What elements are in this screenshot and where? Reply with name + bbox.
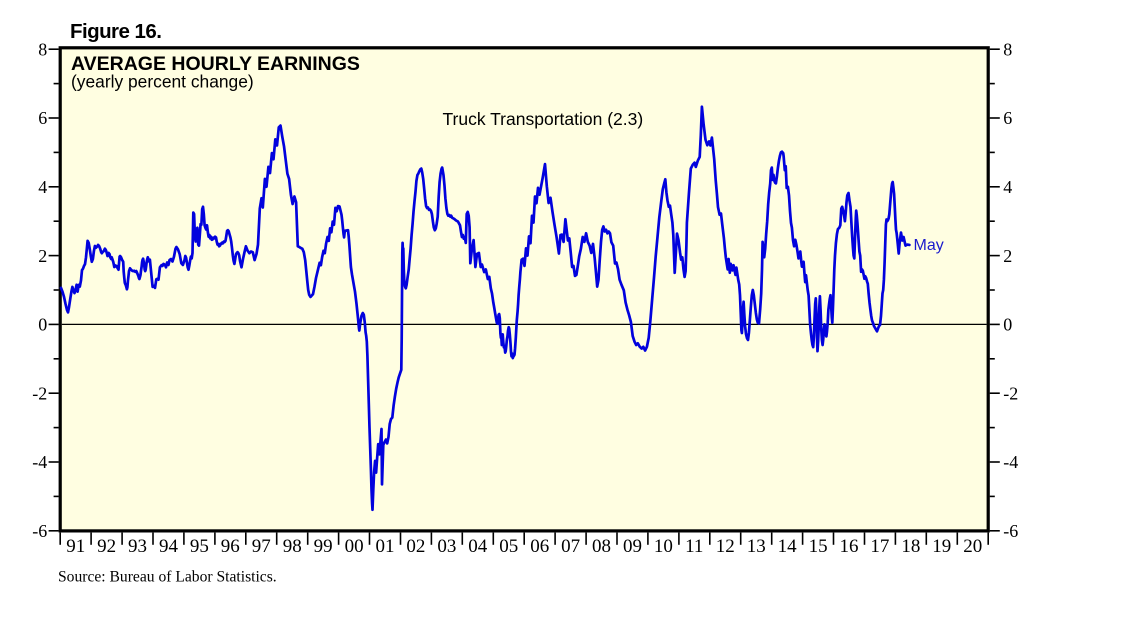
svg-text:2: 2 [38, 246, 47, 266]
svg-text:10: 10 [654, 536, 673, 557]
svg-text:93: 93 [128, 536, 147, 557]
svg-text:8: 8 [1003, 39, 1012, 59]
svg-text:91: 91 [66, 536, 85, 557]
svg-text:0: 0 [38, 315, 47, 335]
svg-text:May: May [914, 237, 944, 254]
svg-text:Truck Transportation (2.3): Truck Transportation (2.3) [443, 109, 644, 129]
svg-text:AVERAGE HOURLY EARNINGS: AVERAGE HOURLY EARNINGS [71, 53, 360, 75]
svg-text:4: 4 [38, 177, 47, 197]
svg-text:4: 4 [1003, 177, 1012, 197]
svg-text:13: 13 [747, 536, 766, 557]
svg-text:0: 0 [1003, 315, 1012, 335]
svg-text:09: 09 [623, 536, 642, 557]
svg-text:-4: -4 [32, 452, 47, 472]
svg-text:08: 08 [592, 536, 611, 557]
svg-text:98: 98 [283, 536, 302, 557]
svg-text:2: 2 [1003, 246, 1012, 266]
svg-text:01: 01 [376, 536, 395, 557]
svg-text:Source: Bureau of Labor Statis: Source: Bureau of Labor Statistics. [58, 569, 277, 586]
svg-text:6: 6 [1003, 108, 1012, 128]
svg-text:03: 03 [437, 536, 456, 557]
svg-text:95: 95 [190, 536, 209, 557]
svg-text:02: 02 [406, 536, 425, 557]
svg-text:00: 00 [345, 536, 364, 557]
svg-text:17: 17 [870, 536, 889, 557]
svg-text:94: 94 [159, 536, 179, 557]
svg-text:12: 12 [716, 536, 735, 557]
svg-text:-4: -4 [1003, 452, 1018, 472]
svg-text:Figure 16.: Figure 16. [70, 20, 161, 43]
svg-text:-6: -6 [1003, 521, 1018, 541]
svg-text:-2: -2 [32, 383, 47, 403]
svg-text:15: 15 [809, 536, 828, 557]
svg-text:06: 06 [530, 536, 549, 557]
svg-text:04: 04 [468, 536, 488, 557]
svg-text:16: 16 [840, 536, 859, 557]
svg-text:18: 18 [901, 536, 920, 557]
svg-text:(yearly percent change): (yearly percent change) [71, 72, 254, 92]
svg-text:11: 11 [685, 536, 703, 557]
svg-text:07: 07 [561, 536, 580, 557]
svg-text:19: 19 [932, 536, 951, 557]
svg-text:6: 6 [38, 108, 47, 128]
svg-text:20: 20 [963, 536, 982, 557]
svg-text:-2: -2 [1003, 383, 1018, 403]
svg-text:99: 99 [314, 536, 333, 557]
svg-text:96: 96 [221, 536, 240, 557]
svg-text:92: 92 [97, 536, 116, 557]
svg-text:-6: -6 [32, 521, 47, 541]
svg-text:97: 97 [252, 536, 271, 557]
svg-text:8: 8 [38, 39, 47, 59]
svg-text:05: 05 [499, 536, 518, 557]
svg-text:14: 14 [778, 536, 798, 557]
